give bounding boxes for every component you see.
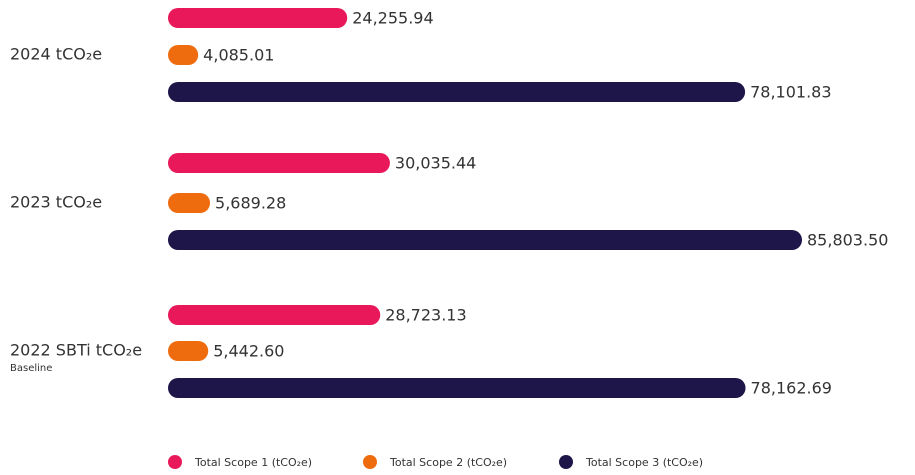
value-label: 78,101.83: [750, 83, 831, 102]
bar: [168, 378, 746, 398]
legend-label: Total Scope 2 (tCO₂e): [389, 456, 507, 469]
legend-marker: [559, 455, 573, 469]
bar: [168, 230, 802, 250]
legend-marker: [363, 455, 377, 469]
value-label: 24,255.94: [352, 9, 433, 28]
bar: [168, 193, 211, 213]
bar: [168, 341, 209, 361]
category-label: 2024 tCO₂e: [10, 45, 102, 64]
value-label: 5,689.28: [215, 194, 286, 213]
legend-marker: [168, 455, 182, 469]
bar: [168, 8, 348, 28]
bar: [168, 305, 381, 325]
bar: [168, 82, 746, 102]
bar: [168, 45, 199, 65]
value-label: 85,803.50: [807, 231, 888, 250]
bar: [168, 153, 390, 173]
value-label: 78,162.69: [751, 379, 832, 398]
legend-label: Total Scope 1 (tCO₂e): [194, 456, 312, 469]
category-label: 2022 SBTi tCO₂e: [10, 341, 142, 360]
value-label: 5,442.60: [213, 342, 284, 361]
category-sublabel: Baseline: [10, 363, 52, 374]
value-label: 4,085.01: [203, 46, 274, 65]
category-label: 2023 tCO₂e: [10, 193, 102, 212]
legend-label: Total Scope 3 (tCO₂e): [585, 456, 703, 469]
value-label: 30,035.44: [395, 154, 476, 173]
value-label: 28,723.13: [385, 306, 466, 325]
